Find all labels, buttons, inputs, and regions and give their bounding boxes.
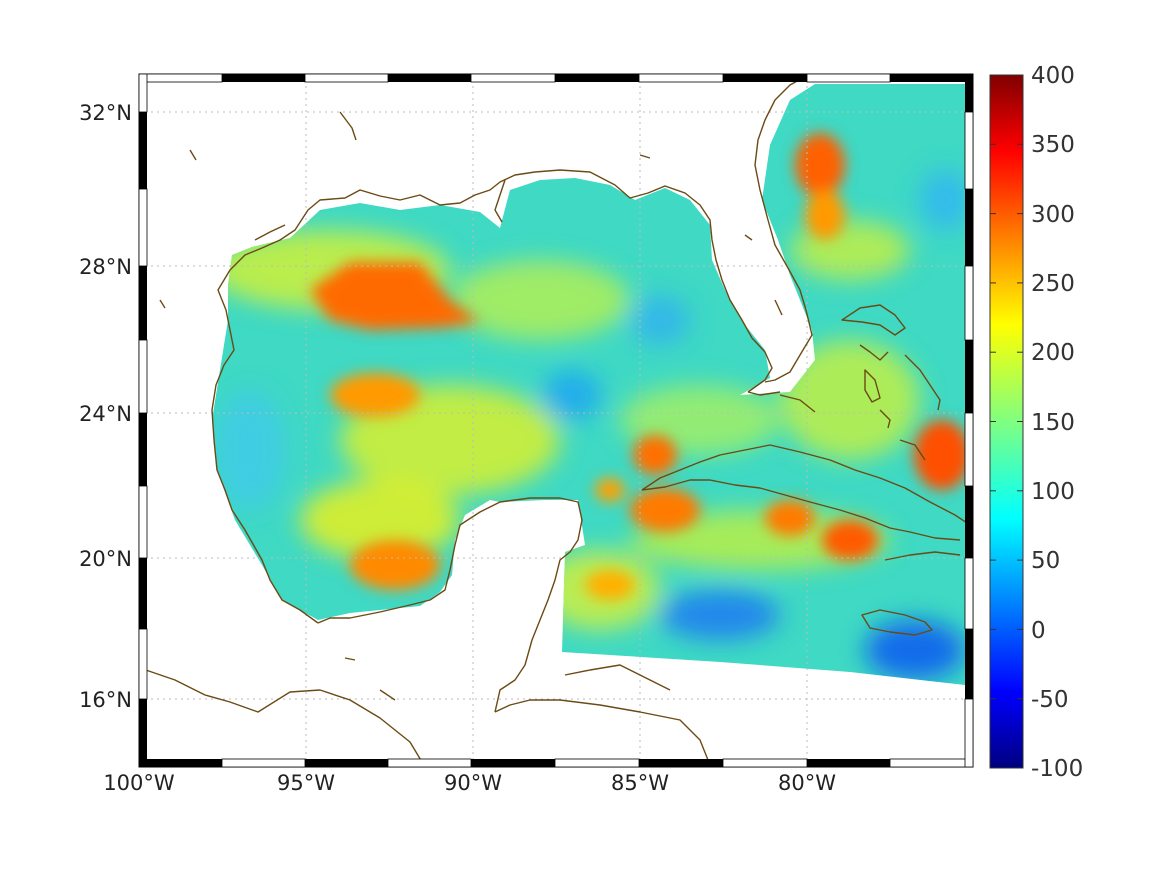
colorbar-tick-label: 100 bbox=[1031, 479, 1075, 505]
field-hotspot bbox=[310, 262, 480, 330]
colorbar-tick-label: 0 bbox=[1031, 618, 1046, 644]
field-hotspot bbox=[795, 133, 845, 197]
field-hotspot bbox=[914, 420, 965, 490]
colorbar-ticks bbox=[990, 74, 1023, 769]
field-hotspot bbox=[630, 488, 700, 532]
colorbar-tick-label: -50 bbox=[1031, 687, 1069, 713]
field-low bbox=[215, 390, 285, 510]
y-axis-labels: 32°N 28°N 24°N 20°N 16°N bbox=[79, 101, 132, 712]
x-axis-labels: 100°W 95°W 90°W 85°W 80°W bbox=[103, 771, 836, 795]
field-band bbox=[780, 340, 920, 460]
field-hotspot bbox=[595, 478, 625, 502]
field-low bbox=[660, 590, 780, 640]
y-tick-label: 32°N bbox=[79, 101, 132, 125]
field-low bbox=[865, 620, 965, 680]
colorbar-tick-label: 50 bbox=[1031, 548, 1060, 574]
field-hotspot bbox=[805, 190, 845, 240]
y-tick-label: 24°N bbox=[79, 402, 132, 426]
x-tick-label: 100°W bbox=[103, 771, 175, 795]
colorbar-labels: 400 350 300 250 200 150 100 50 0 -50 -10… bbox=[1031, 63, 1083, 782]
field-low bbox=[630, 295, 690, 345]
field-band bbox=[630, 510, 890, 570]
field-hotspot bbox=[765, 500, 815, 536]
map-frame bbox=[138, 73, 974, 768]
field-band bbox=[790, 220, 910, 280]
field-hotspot bbox=[585, 570, 635, 600]
x-tick-label: 95°W bbox=[277, 771, 335, 795]
field-hotspot bbox=[822, 520, 878, 560]
colorbar-tick-label: 350 bbox=[1031, 132, 1075, 158]
x-tick-label: 90°W bbox=[444, 771, 502, 795]
colorbar: 400 350 300 250 200 150 100 50 0 -50 -10… bbox=[989, 63, 1083, 782]
coastlines bbox=[139, 74, 971, 767]
x-tick-label: 85°W bbox=[611, 771, 669, 795]
field-hotspot bbox=[330, 373, 420, 417]
field-low bbox=[920, 170, 965, 230]
field-band bbox=[450, 260, 630, 340]
colorbar-tick-label: 200 bbox=[1031, 340, 1075, 366]
colorbar-tick-label: 150 bbox=[1031, 410, 1075, 436]
y-tick-label: 20°N bbox=[79, 547, 132, 571]
x-tick-label: 80°W bbox=[778, 771, 836, 795]
colorbar-tick-label: 300 bbox=[1031, 202, 1075, 228]
field-hotspot bbox=[350, 540, 440, 590]
colorbar-tick-label: -100 bbox=[1031, 756, 1083, 782]
field-band bbox=[300, 480, 460, 560]
colorbar-tick-label: 250 bbox=[1031, 271, 1075, 297]
colorbar-tick-label: 400 bbox=[1031, 63, 1075, 89]
y-tick-label: 16°N bbox=[79, 688, 132, 712]
y-tick-label: 28°N bbox=[79, 255, 132, 279]
field-hotspot bbox=[633, 435, 677, 475]
field-low bbox=[542, 370, 602, 420]
